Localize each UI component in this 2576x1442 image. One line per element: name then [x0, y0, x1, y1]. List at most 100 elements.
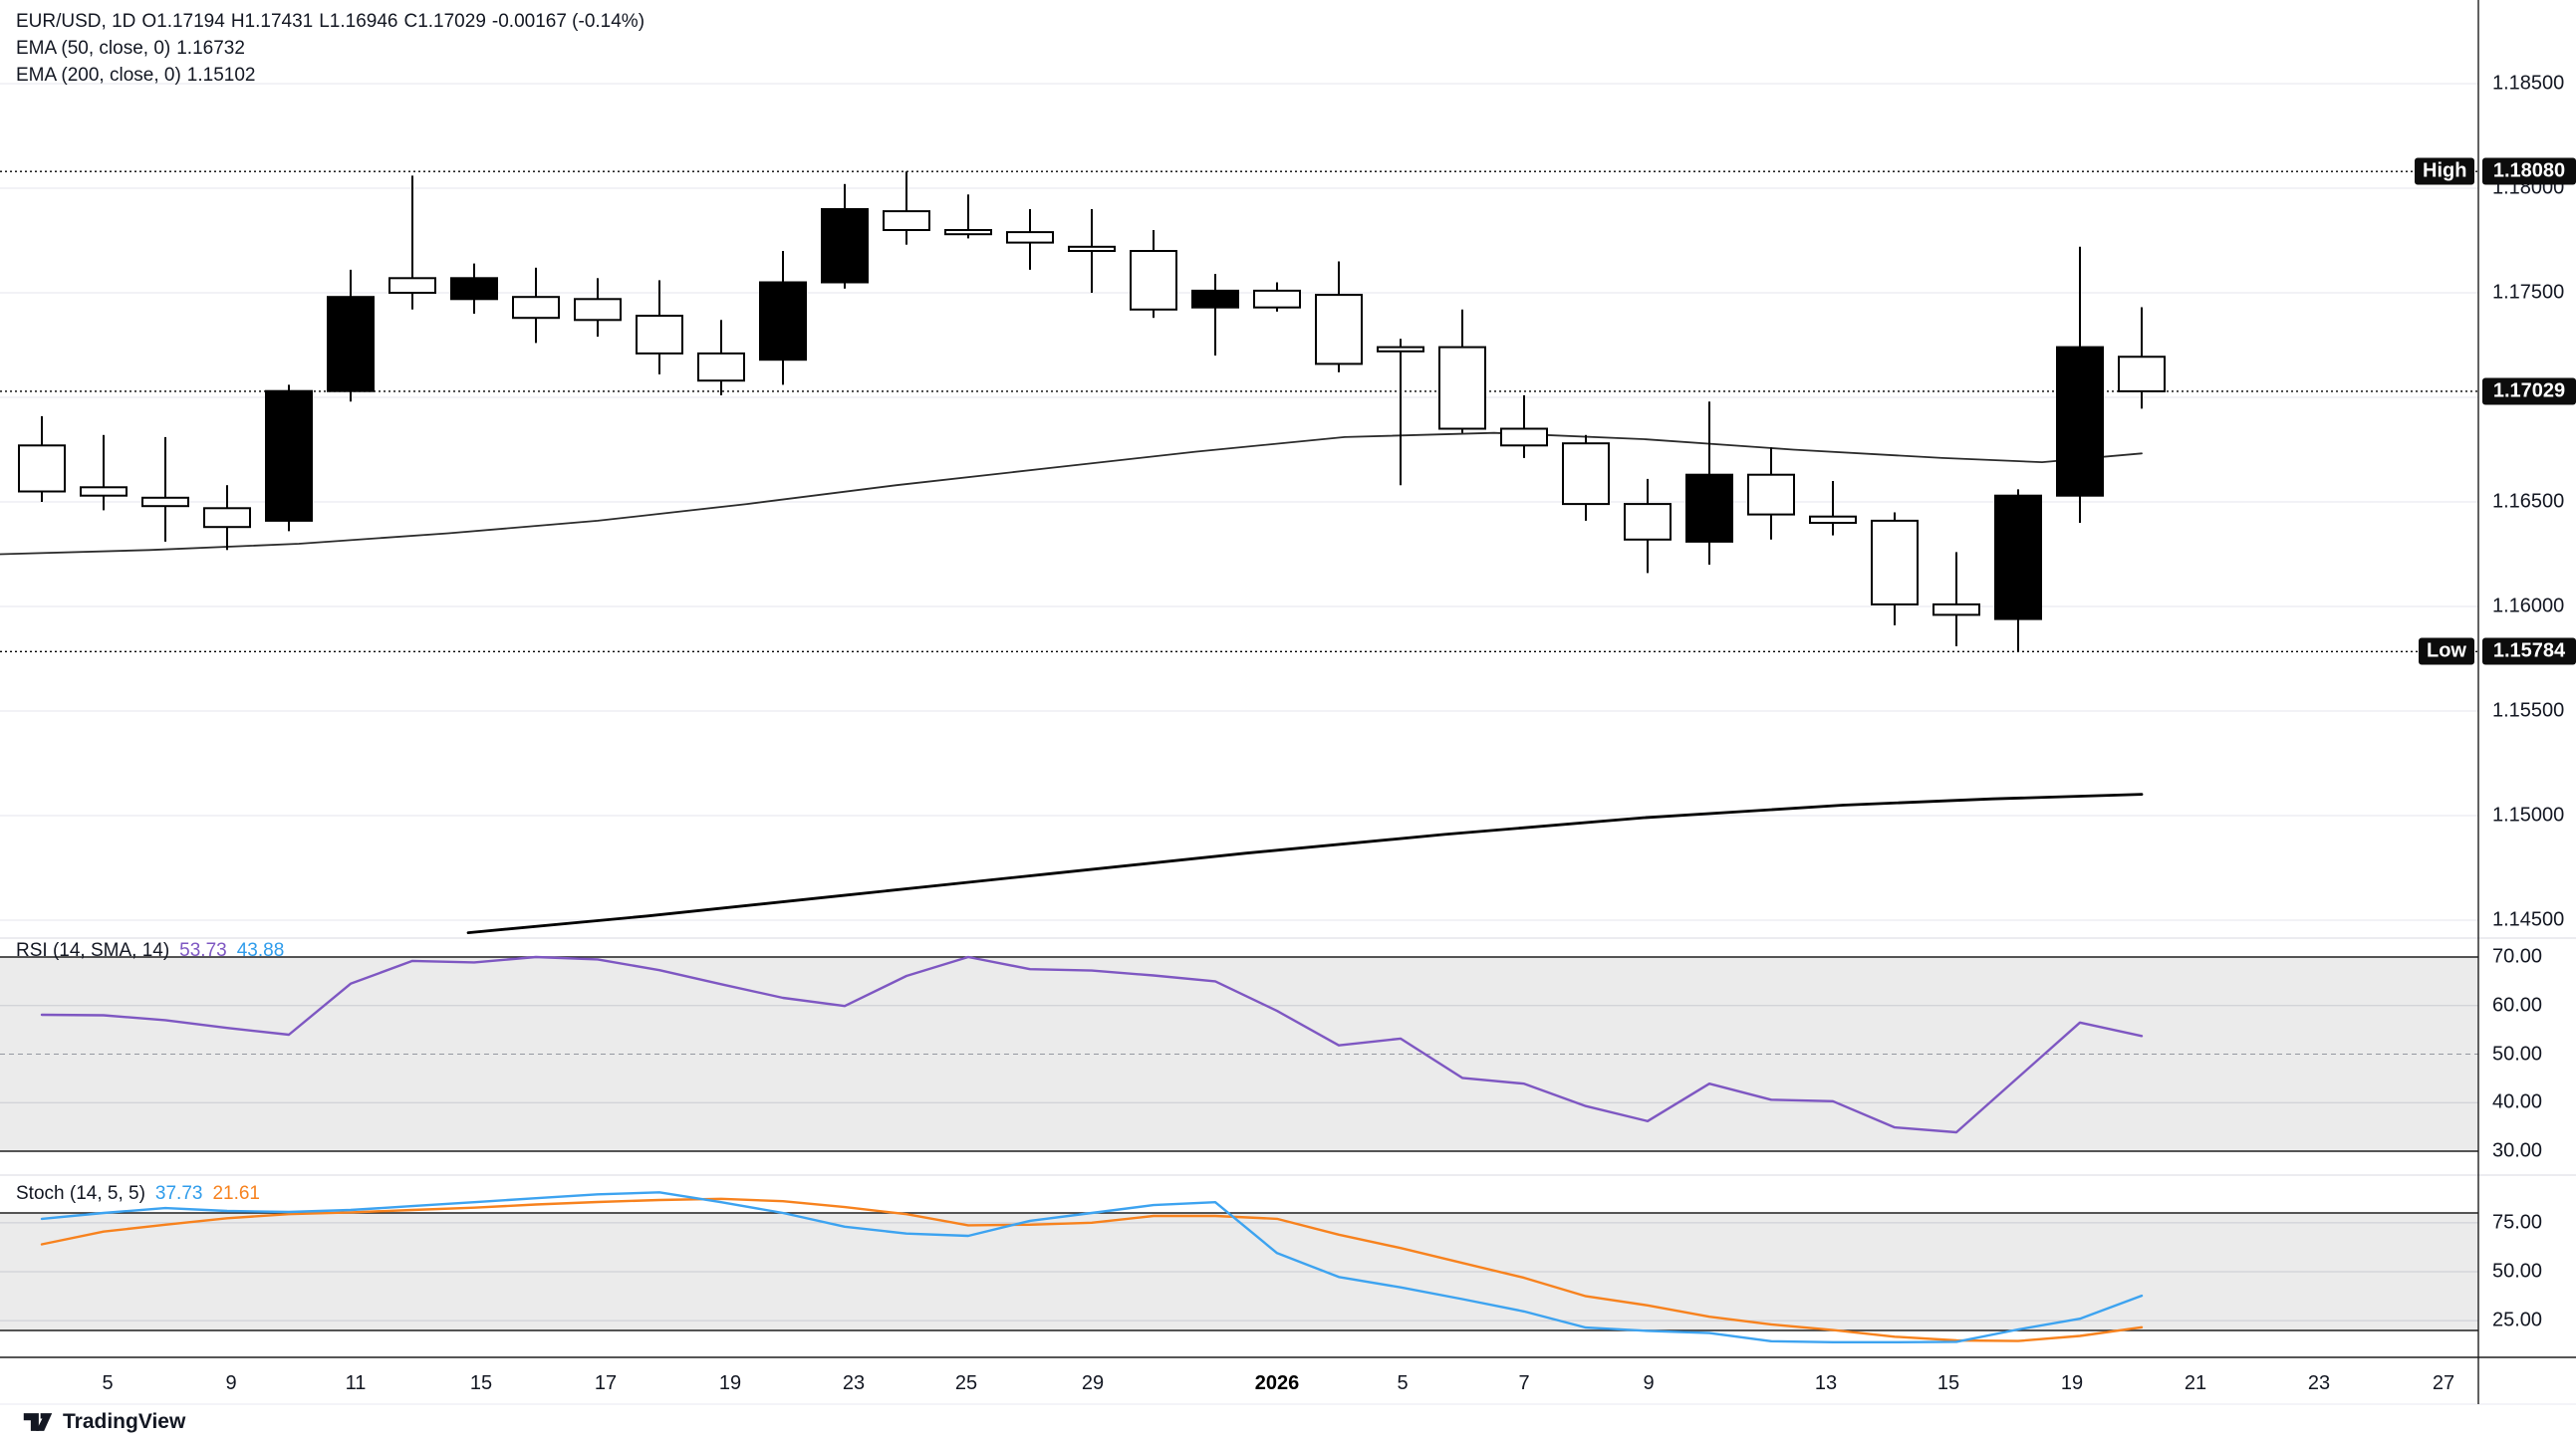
- stoch-pane[interactable]: [0, 1174, 2576, 1344]
- low-value: L1.16946: [319, 11, 398, 32]
- symbol-title: EUR/USD, 1D: [16, 11, 136, 32]
- candle-5[interactable]: [327, 269, 375, 402]
- marker-lines: [0, 170, 2478, 653]
- candle-4[interactable]: [265, 384, 313, 532]
- rsi-sma-value: 43.88: [236, 940, 285, 961]
- price-axis-label: 1.16000: [2492, 595, 2565, 617]
- stoch-axis-label: 75.00: [2492, 1211, 2543, 1234]
- price-axis-label: 1.16500: [2492, 490, 2565, 513]
- candle-13[interactable]: [821, 183, 869, 289]
- time-axis-label: 19: [2060, 1372, 2084, 1394]
- stoch-k-value: 37.73: [154, 1183, 203, 1204]
- candle-18[interactable]: [1130, 230, 1177, 319]
- time-axis-label: 23: [842, 1372, 866, 1394]
- candle-28[interactable]: [1747, 447, 1795, 540]
- stoch-axis-label: 25.00: [2492, 1309, 2543, 1331]
- ema200-row[interactable]: EMA (200, close, 0) 1.15102: [16, 62, 650, 89]
- time-axis-label: 2026: [1254, 1372, 1300, 1394]
- price-axis-label: 1.17500: [2492, 281, 2565, 304]
- candle-30[interactable]: [1871, 512, 1919, 625]
- pane-borders: [0, 0, 2576, 1405]
- time-axis-label: 9: [1643, 1372, 1655, 1394]
- stoch-legend[interactable]: Stoch (14, 5, 5) 37.73 21.61: [16, 1183, 260, 1205]
- candle-3[interactable]: [203, 485, 251, 551]
- candle-24[interactable]: [1500, 394, 1548, 458]
- rsi-pane[interactable]: [0, 937, 2576, 1152]
- candle-34[interactable]: [2118, 307, 2166, 409]
- time-axis-label: 5: [102, 1372, 114, 1394]
- stoch-d-value: 21.61: [212, 1183, 260, 1204]
- ema50-value: 1.16732: [176, 38, 245, 59]
- candle-0[interactable]: [18, 415, 66, 502]
- candle-9[interactable]: [574, 278, 622, 338]
- candle-8[interactable]: [512, 267, 560, 344]
- candle-16[interactable]: [1006, 209, 1054, 270]
- ema-lines[interactable]: [0, 431, 2144, 934]
- ema200-label: EMA (200, close, 0): [16, 65, 181, 86]
- candle-14[interactable]: [883, 171, 930, 245]
- candle-33[interactable]: [2056, 246, 2104, 523]
- candle-20[interactable]: [1253, 282, 1301, 312]
- time-axis-label: 15: [1936, 1372, 1960, 1394]
- time-axis-label: 7: [1518, 1372, 1530, 1394]
- price-axis-label: 1.15000: [2492, 804, 2565, 827]
- ohlc-row[interactable]: EUR/USD, 1D O1.17194 H1.17431 L1.16946 C1.17…: [16, 8, 650, 35]
- rsi-axis-label: 70.00: [2492, 945, 2543, 968]
- candle-1[interactable]: [80, 434, 128, 511]
- price-axis-label: 1.18500: [2492, 72, 2565, 95]
- time-axis-label: 9: [225, 1372, 237, 1394]
- candle-32[interactable]: [1994, 489, 2042, 652]
- ema50-label: EMA (50, close, 0): [16, 38, 171, 59]
- time-axis-label: 23: [2307, 1372, 2331, 1394]
- candle-25[interactable]: [1562, 434, 1610, 521]
- time-axis-label: 13: [1814, 1372, 1838, 1394]
- time-axis-label: 17: [594, 1372, 618, 1394]
- time-axis-label: 27: [2432, 1372, 2455, 1394]
- time-axis-label: 29: [1081, 1372, 1105, 1394]
- tradingview-logo[interactable]: TradingView: [22, 1406, 185, 1438]
- symbol-legend[interactable]: EUR/USD, 1D O1.17194 H1.17431 L1.16946 C1.17…: [16, 8, 650, 89]
- time-axis-label: 5: [1397, 1372, 1409, 1394]
- time-axis-label: 25: [954, 1372, 978, 1394]
- rsi-value: 53.73: [179, 940, 227, 961]
- time-axis-label: 19: [718, 1372, 742, 1394]
- candle-10[interactable]: [636, 280, 683, 374]
- candle-6[interactable]: [388, 175, 436, 310]
- rsi-legend[interactable]: RSI (14, SMA, 14) 53.73 43.88: [16, 940, 284, 962]
- high-price-badge: 1.18080: [2482, 157, 2576, 185]
- price-axis-label: 1.14500: [2492, 908, 2565, 931]
- time-axis-label: 15: [469, 1372, 493, 1394]
- candle-12[interactable]: [759, 251, 807, 385]
- candle-21[interactable]: [1315, 261, 1363, 372]
- candle-22[interactable]: [1377, 339, 1424, 486]
- candlestick-series[interactable]: [18, 171, 2166, 652]
- candle-2[interactable]: [141, 436, 189, 542]
- candle-26[interactable]: [1624, 478, 1672, 574]
- last-price-badge: 1.17029: [2482, 377, 2576, 405]
- change-value: -0.00167 (-0.14%): [491, 11, 645, 32]
- candle-29[interactable]: [1809, 481, 1857, 536]
- high-tag-badge: High: [2415, 157, 2475, 185]
- candle-19[interactable]: [1191, 274, 1239, 356]
- close-value: C1.17029: [403, 11, 486, 32]
- candle-31[interactable]: [1932, 552, 1980, 646]
- stoch-axis-label: 50.00: [2492, 1260, 2543, 1283]
- rsi-axis-label: 50.00: [2492, 1043, 2543, 1065]
- candle-23[interactable]: [1438, 309, 1486, 433]
- stoch-title: Stoch (14, 5, 5): [16, 1183, 145, 1204]
- candle-7[interactable]: [450, 263, 498, 314]
- low-tag-badge: Low: [2419, 637, 2474, 665]
- time-axis-label: 11: [345, 1372, 367, 1394]
- open-value: O1.17194: [141, 11, 225, 32]
- candle-15[interactable]: [944, 194, 992, 239]
- price-axis-label: 1.15500: [2492, 699, 2565, 722]
- candle-27[interactable]: [1685, 401, 1733, 565]
- candle-17[interactable]: [1068, 209, 1116, 293]
- tradingview-logo-text: TradingView: [63, 1410, 186, 1433]
- candle-11[interactable]: [697, 320, 745, 395]
- ema200-value: 1.15102: [186, 65, 256, 86]
- high-value: H1.17431: [230, 11, 314, 32]
- ema50-row[interactable]: EMA (50, close, 0) 1.16732: [16, 35, 650, 62]
